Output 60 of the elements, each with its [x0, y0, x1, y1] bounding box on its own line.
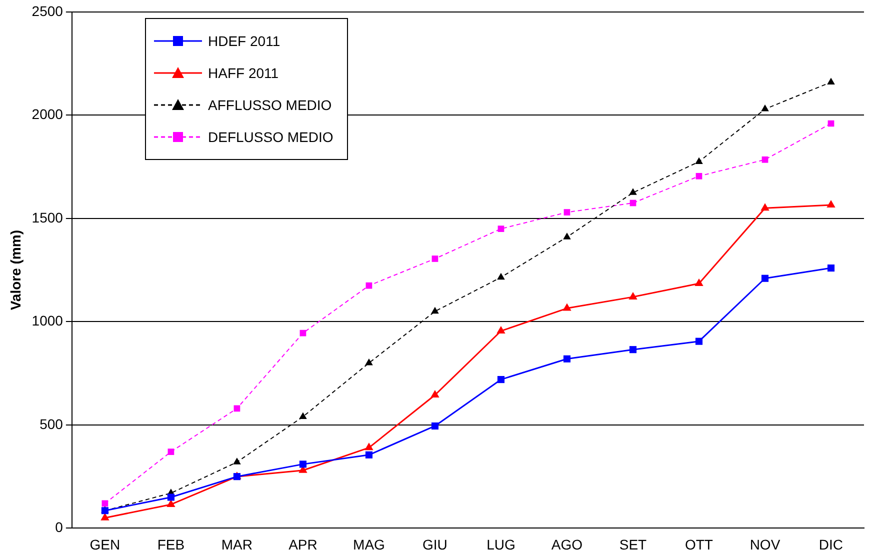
point [431, 422, 439, 430]
point [365, 451, 372, 458]
point [760, 203, 770, 211]
point [432, 256, 438, 262]
x-tick-label: MAG [353, 536, 385, 552]
point [167, 494, 174, 501]
x-tick-label: MAR [221, 536, 253, 552]
y-tick-label: 1500 [32, 209, 64, 226]
legend-label: AFFLUSSO MEDIO [208, 97, 332, 113]
point [563, 232, 571, 240]
point [364, 442, 374, 450]
point [102, 500, 108, 507]
y-tick-label: 0 [55, 519, 64, 536]
point [430, 390, 440, 398]
point [563, 355, 571, 362]
x-tick-label: FEB [157, 536, 185, 552]
point [629, 188, 637, 195]
point [762, 156, 768, 163]
point [168, 448, 174, 455]
point [629, 346, 637, 354]
point [496, 326, 506, 334]
y-tick-label: 1000 [32, 312, 64, 329]
x-tick-label: NOV [750, 536, 781, 552]
point [562, 303, 572, 311]
point [299, 412, 307, 419]
point [628, 292, 638, 300]
x-tick-label: GEN [90, 536, 120, 552]
point [827, 264, 835, 272]
x-tick-label: OTT [684, 536, 714, 552]
point [431, 306, 439, 314]
point [564, 209, 570, 216]
legend-label: HDEF 2011 [208, 33, 280, 49]
point [695, 338, 703, 345]
legend-label: DEFLUSSO MEDIO [208, 129, 334, 145]
y-tick-label: 2500 [32, 2, 64, 19]
point [696, 172, 702, 180]
point [497, 272, 505, 280]
y-tick-label: 500 [40, 416, 64, 432]
y-tick-label: 2000 [32, 106, 64, 122]
x-tick-label: LUG [486, 536, 516, 552]
x-tick-label: AGO [551, 536, 583, 552]
x-tick-label: DIC [818, 536, 844, 552]
point [299, 460, 306, 468]
x-tick-label: APR [288, 536, 318, 552]
point [233, 458, 241, 464]
x-tick-label: GIU [422, 536, 448, 552]
point [300, 330, 306, 336]
point [761, 274, 769, 282]
point [695, 157, 703, 164]
point [826, 200, 836, 208]
point [761, 104, 769, 112]
legend-label: HAFF 2011 [208, 65, 279, 81]
point [498, 226, 504, 232]
point [366, 282, 372, 289]
point [694, 278, 704, 286]
y-axis-title: Valore (mm) [7, 230, 24, 310]
point [365, 358, 373, 366]
point [497, 376, 505, 384]
point [827, 78, 835, 84]
x-tick-label: SET [619, 536, 648, 552]
